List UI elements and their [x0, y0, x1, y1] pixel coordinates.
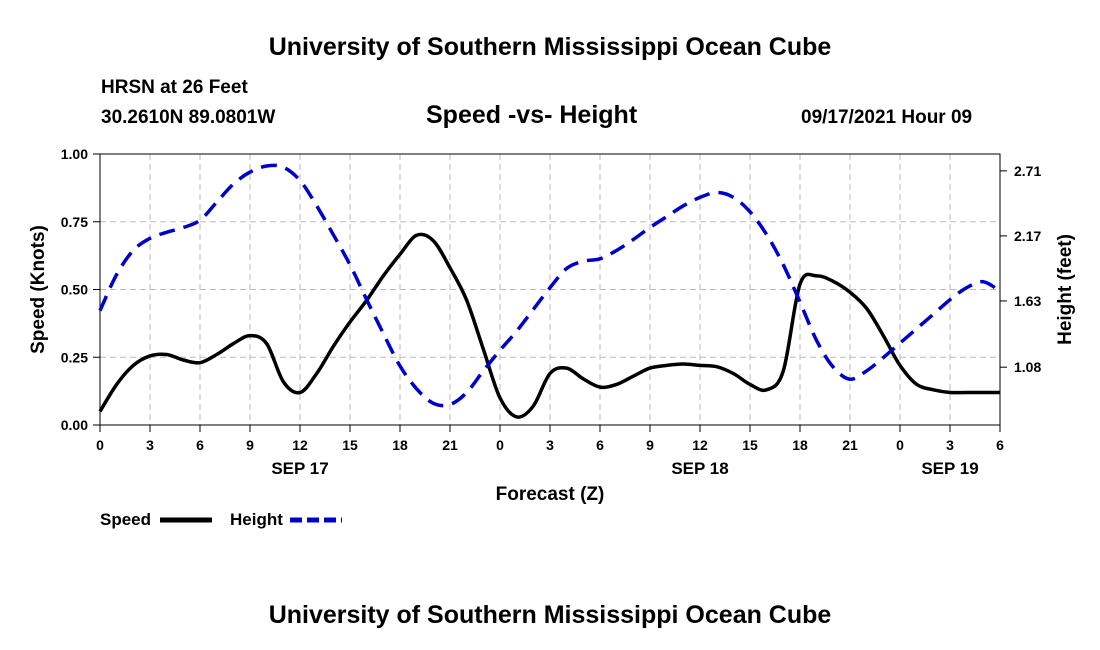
axes-layer — [93, 153, 1007, 432]
x-tick-label: 21 — [842, 437, 858, 453]
y2-tick-label: 1.63 — [1014, 293, 1041, 309]
date-label: SEP 18 — [671, 459, 728, 478]
x-tick-label: 3 — [946, 437, 954, 453]
x-tick-label: 18 — [392, 437, 408, 453]
y2-tick-label: 1.08 — [1014, 359, 1041, 375]
x-tick-label: 0 — [496, 437, 504, 453]
x-tick-label: 21 — [442, 437, 458, 453]
legend-label-speed: Speed — [100, 510, 151, 529]
x-tick-label: 9 — [246, 437, 254, 453]
series-layer — [98, 163, 1001, 419]
footer-title: University of Southern Mississippi Ocean… — [268, 601, 832, 629]
x-tick-label: 0 — [96, 437, 104, 453]
x-tick-label: 3 — [546, 437, 554, 453]
y-tick-label: 0.25 — [61, 349, 88, 365]
x-tick-label: 3 — [146, 437, 154, 453]
y-tick-label: 0.50 — [61, 282, 88, 298]
chart-subtitle: Speed -vs- Height — [426, 101, 638, 129]
x-tick-label: 6 — [196, 437, 204, 453]
plot-frame — [99, 153, 1001, 426]
date-label: SEP 19 — [921, 459, 978, 478]
legend-label-height: Height — [230, 510, 283, 529]
label-layer: 0 3 6 9 12 15 18 21 0 3 6 9 12 15 18 21 0 3 6 0.00 0.25 0.50 0… — [28, 146, 1076, 505]
page-title: University of Southern Mississippi Ocean… — [268, 33, 832, 61]
x-tick-label: 12 — [692, 437, 708, 453]
y2-tick-label: 2.17 — [1014, 228, 1041, 244]
y-tick-label: 0.00 — [61, 417, 88, 433]
x-tick-label: 12 — [292, 437, 308, 453]
series-line-speed — [98, 232, 1000, 419]
x-tick-label: 6 — [596, 437, 604, 453]
station-label: HRSN at 26 Feet — [101, 77, 248, 98]
y-axis-title: Speed (Knots) — [28, 225, 49, 354]
y2-axis-title: Height (feet) — [1055, 234, 1076, 345]
x-axis-title: Forecast (Z) — [496, 484, 605, 505]
forecast-datetime: 09/17/2021 Hour 09 — [801, 107, 973, 128]
station-coordinates: 30.2610N 89.0801W — [101, 107, 276, 128]
y2-tick-label: 2.71 — [1014, 163, 1041, 179]
x-tick-label: 15 — [742, 437, 758, 453]
x-tick-label: 18 — [792, 437, 808, 453]
x-tick-label: 6 — [996, 437, 1004, 453]
y-tick-label: 1.00 — [61, 146, 88, 162]
x-tick-label: 15 — [342, 437, 358, 453]
y-tick-label: 0.75 — [61, 214, 88, 230]
date-label: SEP 17 — [271, 459, 328, 478]
x-tick-label: 0 — [896, 437, 904, 453]
legend-layer: Speed Height — [100, 510, 342, 529]
x-tick-label: 9 — [646, 437, 654, 453]
series-line-height — [98, 163, 1001, 408]
